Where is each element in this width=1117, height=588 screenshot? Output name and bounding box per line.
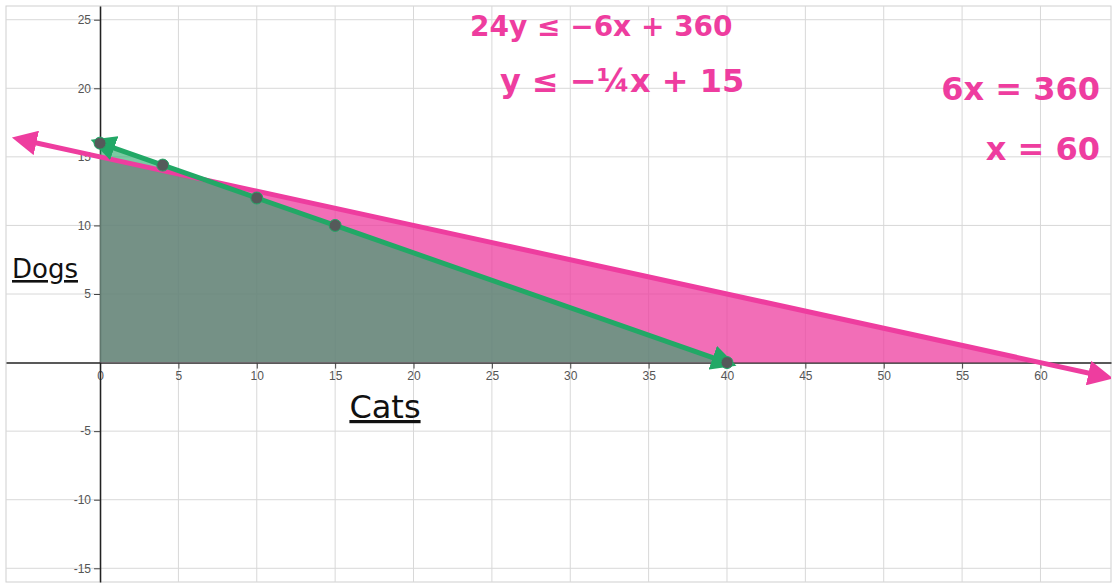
x-axis-title: Cats xyxy=(349,388,420,426)
tick-label: 60 xyxy=(1034,369,1048,383)
tick: 45 xyxy=(799,363,813,384)
grid-line xyxy=(6,499,1111,500)
tick: 20 xyxy=(407,363,421,384)
point xyxy=(94,137,106,149)
tick: -15 xyxy=(74,562,100,576)
tick-label: 5 xyxy=(84,287,91,301)
tick: 55 xyxy=(956,363,970,384)
tick: 30 xyxy=(564,363,578,384)
tick-label: 15 xyxy=(329,369,343,383)
tick-mark xyxy=(805,363,806,369)
tick-label: -5 xyxy=(80,424,91,438)
tick-mark xyxy=(414,363,415,369)
tick: 10 xyxy=(78,219,100,233)
plot-frame xyxy=(6,6,1111,582)
annotation: y ≤ −¼x + 15 xyxy=(500,62,744,100)
tick: 25 xyxy=(486,363,500,384)
tick: 10 xyxy=(251,363,265,384)
tick: 5 xyxy=(176,363,183,384)
annotation: 6x = 360 xyxy=(941,70,1100,108)
tick-label: 50 xyxy=(878,369,892,383)
annotation: x = 60 xyxy=(986,130,1100,168)
tick-mark xyxy=(94,88,100,89)
tick-label: 10 xyxy=(78,219,92,233)
tick: 20 xyxy=(78,82,100,96)
tick-mark xyxy=(94,20,100,21)
x-axis: 051015202530354045505560 xyxy=(7,363,1112,384)
annotation: 24y ≤ −6x + 360 xyxy=(470,10,733,43)
tick-mark xyxy=(94,431,100,432)
tick-label: 40 xyxy=(721,369,735,383)
tick-label: -15 xyxy=(74,562,92,576)
tick-mark xyxy=(94,225,100,226)
y-axis-title: Dogs xyxy=(12,254,78,284)
tick-label: 30 xyxy=(564,369,578,383)
tick: 25 xyxy=(78,13,100,27)
grid-line xyxy=(6,156,1111,157)
grid-line xyxy=(6,431,1111,432)
tick-label: 20 xyxy=(407,369,421,383)
tick-label: 5 xyxy=(176,369,183,383)
point xyxy=(721,357,733,369)
plot-area xyxy=(22,137,1103,376)
tick-label: 25 xyxy=(78,13,92,27)
tick-mark xyxy=(570,363,571,369)
tick-label: 10 xyxy=(251,369,265,383)
tick: -10 xyxy=(74,493,100,507)
point xyxy=(157,159,169,171)
tick-label: 20 xyxy=(78,82,92,96)
line xyxy=(22,140,1103,377)
tick-label: 35 xyxy=(642,369,656,383)
tick-mark xyxy=(94,294,100,295)
texts: Cats Dogs 24y ≤ −6x + 360 y ≤ −¼x + 15 6x = … xyxy=(12,10,1100,426)
area xyxy=(100,143,727,362)
y-axis: -15-10-5510152025 xyxy=(74,7,101,583)
grid-line xyxy=(6,568,1111,569)
point xyxy=(251,192,263,204)
tick-label: 45 xyxy=(799,369,813,383)
tick-mark xyxy=(335,363,336,369)
tick-mark xyxy=(94,500,100,501)
tick-mark xyxy=(94,568,100,569)
tick-label: -10 xyxy=(74,493,92,507)
line xyxy=(100,143,727,362)
tick: 50 xyxy=(878,363,892,384)
tick-mark xyxy=(178,363,179,369)
tick-label: 55 xyxy=(956,369,970,383)
tick-mark xyxy=(884,363,885,369)
tick: 5 xyxy=(84,287,100,301)
tick: -5 xyxy=(80,424,100,438)
tick-mark xyxy=(649,363,650,369)
grid xyxy=(6,6,1111,582)
tick-mark xyxy=(257,363,258,369)
tick: 35 xyxy=(642,363,656,384)
tick-mark xyxy=(492,363,493,369)
tick-label: 25 xyxy=(486,369,500,383)
tick-mark xyxy=(962,363,963,369)
tick: 15 xyxy=(329,363,343,384)
point xyxy=(329,219,341,231)
